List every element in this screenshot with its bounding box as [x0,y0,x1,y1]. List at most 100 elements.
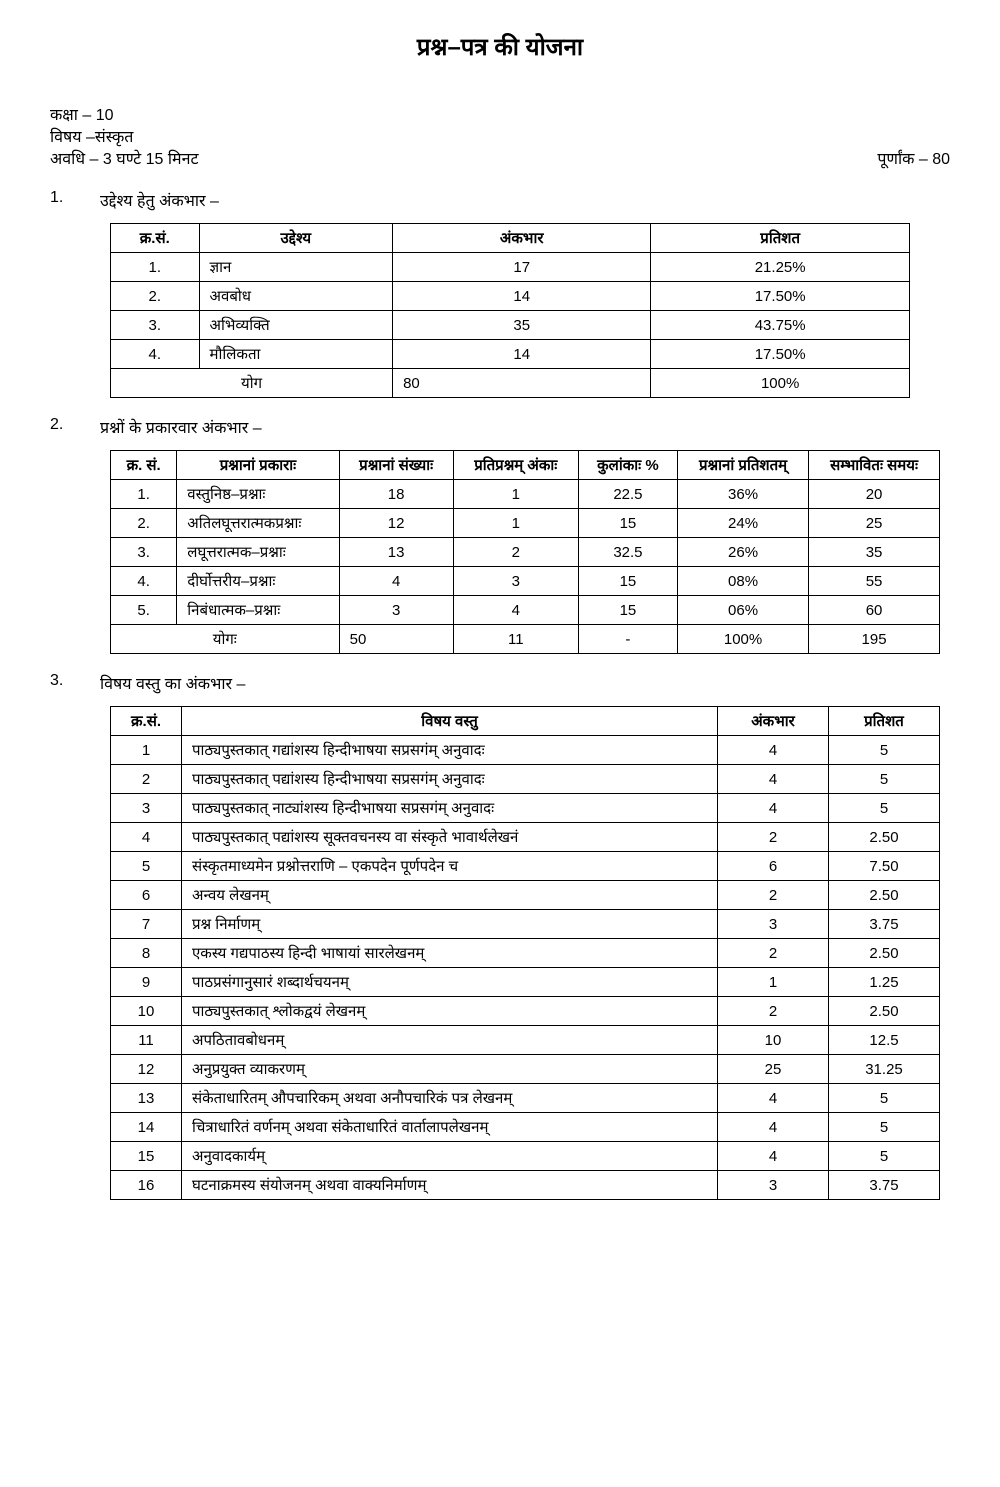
td: 4 [718,1142,829,1171]
td: 13 [339,538,453,567]
td: 2 [111,765,182,794]
td: 5 [829,1142,940,1171]
table-row: 4.मौलिकता1417.50% [111,340,910,369]
section2-head: 2. प्रश्नों के प्रकारवार अंकभार – [50,416,950,438]
td: 3 [453,567,578,596]
td: 5 [111,852,182,881]
td: निबंधात्मक–प्रश्नाः [177,596,339,625]
th: क्र.सं. [111,224,200,253]
td: 7 [111,910,182,939]
td: 5 [829,1113,940,1142]
table-row: 7प्रश्न निर्माणम्33.75 [111,910,940,939]
th: क्र.सं. [111,707,182,736]
td: 1. [111,480,177,509]
td: 2 [453,538,578,567]
td: 3.75 [829,1171,940,1200]
td: 15 [578,509,677,538]
td: 2 [718,997,829,1026]
td: 2. [111,282,200,311]
table-row: क्र. सं. प्रश्नानां प्रकाराः प्रश्नानां … [111,451,940,480]
section3-num: 3. [50,672,100,694]
table-row: क्र.सं. उद्देश्य अंकभार प्रतिशत [111,224,910,253]
td: पाठ्यपुस्तकात् पद्यांशस्य सूक्तवचनस्य वा… [182,823,718,852]
td: दीर्घोत्तरीय–प्रश्नाः [177,567,339,596]
table-row: 3पाठ्यपुस्तकात् नाट्यांशस्य हिन्दीभाषया … [111,794,940,823]
table-row: 15अनुवादकार्यम्45 [111,1142,940,1171]
td: 8 [111,939,182,968]
td: 17.50% [651,340,910,369]
td: 16 [111,1171,182,1200]
header-info: कक्षा – 10 विषय –संस्कृत अवधि – 3 घण्टे … [50,103,950,169]
td: 15 [111,1142,182,1171]
td: 11 [111,1026,182,1055]
td: 36% [678,480,809,509]
th: कुलांकाः % [578,451,677,480]
td: 80 [393,369,651,398]
td: 06% [678,596,809,625]
td: 1. [111,253,200,282]
td: 1 [111,736,182,765]
table-row: 3.लघूत्तरात्मक–प्रश्नाः13232.526%35 [111,538,940,567]
td: 14 [393,340,651,369]
td: 50 [339,625,453,654]
td: 2 [718,823,829,852]
table-row: योग 80 100% [111,369,910,398]
th: प्रश्नानां संख्याः [339,451,453,480]
td: 5. [111,596,177,625]
td: 3 [718,910,829,939]
td: 10 [111,997,182,1026]
td: प्रश्न निर्माणम् [182,910,718,939]
td: चित्राधारितं वर्णनम् अथवा संकेताधारितं व… [182,1113,718,1142]
td: 2.50 [829,881,940,910]
td: 4 [111,823,182,852]
table-row: 3.अभिव्यक्ति3543.75% [111,311,910,340]
td: 5 [829,794,940,823]
th: विषय वस्तु [182,707,718,736]
td: 35 [809,538,940,567]
td: 4 [718,765,829,794]
td: 15 [578,567,677,596]
td: अनुप्रयुक्त व्याकरणम् [182,1055,718,1084]
td: योगः [111,625,340,654]
td: 195 [809,625,940,654]
td: मौलिकता [199,340,393,369]
td: 11 [453,625,578,654]
td: 08% [678,567,809,596]
th: अंकभार [393,224,651,253]
section3-head: 3. विषय वस्तु का अंकभार – [50,672,950,694]
td: 7.50 [829,852,940,881]
td: अतिलघूत्तरात्मकप्रश्नाः [177,509,339,538]
td: 18 [339,480,453,509]
th: प्रश्नानां प्रतिशतम् [678,451,809,480]
td: पाठ्यपुस्तकात् पद्यांशस्य हिन्दीभाषया सप… [182,765,718,794]
section2-title: प्रश्नों के प्रकारवार अंकभार – [100,416,262,438]
td: अपठितावबोधनम् [182,1026,718,1055]
class-label: कक्षा – 10 [50,103,950,125]
table-row: योगः 50 11 - 100% 195 [111,625,940,654]
td: पाठ्यपुस्तकात् नाट्यांशस्य हिन्दीभाषया स… [182,794,718,823]
td: 3. [111,538,177,567]
td: वस्तुनिष्ठ–प्रश्नाः [177,480,339,509]
td: पाठ्यपुस्तकात् श्लोकद्वयं लेखनम् [182,997,718,1026]
th: प्रतिप्रश्नम् अंकाः [453,451,578,480]
td: 3 [111,794,182,823]
td: 1 [453,480,578,509]
table-row: 1.वस्तुनिष्ठ–प्रश्नाः18122.536%20 [111,480,940,509]
td: 5 [829,736,940,765]
td: 25 [718,1055,829,1084]
td: 60 [809,596,940,625]
td: 14 [393,282,651,311]
td: 32.5 [578,538,677,567]
table3: क्र.सं. विषय वस्तु अंकभार प्रतिशत 1पाठ्य… [110,706,940,1200]
td: 3 [718,1171,829,1200]
td: ज्ञान [199,253,393,282]
table-row: 16घटनाक्रमस्य संयोजनम् अथवा वाक्यनिर्माण… [111,1171,940,1200]
td: 21.25% [651,253,910,282]
td: अवबोध [199,282,393,311]
td: 9 [111,968,182,997]
td: 4 [718,1113,829,1142]
table-row: 2.अतिलघूत्तरात्मकप्रश्नाः1211524%25 [111,509,940,538]
table-row: 6अन्वय लेखनम्22.50 [111,881,940,910]
td: 4 [718,1084,829,1113]
td: 12.5 [829,1026,940,1055]
